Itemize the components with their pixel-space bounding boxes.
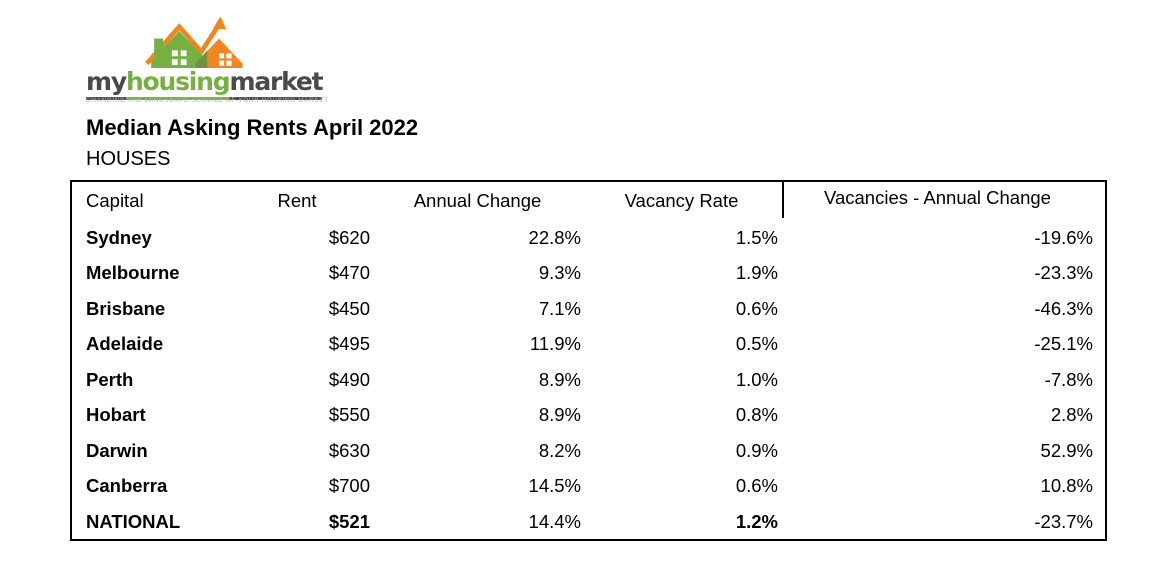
brand-tagline: CHANGING THE LANDSCAPE SERVICE OF YOUR H…: [86, 97, 329, 104]
brand-word-housing: housing: [125, 67, 231, 100]
cell-rent: $490: [328, 368, 370, 390]
brand-wordmark: myhousingmarket: [86, 67, 324, 100]
cell-vacancy-rate: 0.6%: [735, 475, 778, 497]
cell-vacancies-annual-change: -23.7%: [1034, 510, 1093, 532]
cell-vacancies-annual-change: -25.1%: [1034, 333, 1093, 355]
table-row-brisbane: Brisbane $450 7.1% 0.6% -46.3%: [72, 291, 1105, 327]
cell-capital: Melbourne: [86, 262, 180, 284]
cell-vacancy-rate: 1.5%: [735, 226, 778, 248]
cell-annual-change: 8.9%: [538, 368, 581, 390]
column-header-annual-change: Annual Change: [413, 190, 542, 211]
cell-rent: $620: [328, 226, 370, 248]
cell-vacancies-annual-change: -19.6%: [1034, 226, 1093, 248]
cell-rent: $470: [328, 262, 370, 284]
table-row-darwin: Darwin $630 8.2% 0.9% 52.9%: [72, 433, 1105, 469]
brand-word-my: my: [86, 67, 127, 100]
cell-annual-change: 7.1%: [538, 297, 581, 319]
cell-vacancies-annual-change: 10.8%: [1040, 475, 1093, 497]
cell-capital: NATIONAL: [86, 510, 181, 532]
cell-capital: Canberra: [86, 475, 168, 497]
housing-market-houses-icon: [145, 16, 243, 68]
cell-rent: $521: [328, 510, 370, 532]
cell-vacancy-rate: 1.2%: [735, 510, 778, 532]
cell-annual-change: 14.5%: [528, 475, 581, 497]
cell-rent: $700: [328, 475, 370, 497]
table-row-national: NATIONAL $521 14.4% 1.2% -23.7%: [72, 504, 1105, 540]
cell-capital: Hobart: [86, 404, 146, 426]
cell-vacancies-annual-change: -23.3%: [1034, 262, 1093, 284]
column-header-vacancy-rate: Vacancy Rate: [624, 190, 739, 211]
cell-vacancy-rate: 0.6%: [735, 297, 778, 319]
cell-capital: Adelaide: [86, 333, 164, 355]
cell-vacancies-annual-change: -7.8%: [1044, 368, 1093, 390]
cell-vacancy-rate: 0.9%: [735, 439, 778, 461]
table-row-melbourne: Melbourne $470 9.3% 1.9% -23.3%: [72, 256, 1105, 292]
column-header-vacancies-annual-change: Vacancies - Annual Change: [824, 187, 1051, 208]
page-title: Median Asking Rents April 2022: [86, 115, 419, 140]
cell-rent: $550: [328, 404, 370, 426]
table-row-adelaide: Adelaide $495 11.9% 0.5% -25.1%: [72, 327, 1105, 363]
median-rents-table: Capital Rent Annual Change Vacancy Rate …: [70, 180, 1107, 541]
table-row-sydney: Sydney $620 22.8% 1.5% -19.6%: [72, 220, 1105, 256]
cell-annual-change: 14.4%: [528, 510, 581, 532]
column-header-capital: Capital: [86, 190, 144, 211]
cell-vacancy-rate: 1.9%: [735, 262, 778, 284]
cell-annual-change: 9.3%: [538, 262, 581, 284]
cell-vacancies-annual-change: -46.3%: [1034, 297, 1093, 319]
cell-vacancy-rate: 0.8%: [735, 404, 778, 426]
cell-vacancy-rate: 0.5%: [735, 333, 778, 355]
table-header-row: Capital Rent Annual Change Vacancy Rate …: [72, 182, 1105, 220]
cell-vacancy-rate: 1.0%: [735, 368, 778, 390]
cell-annual-change: 22.8%: [528, 226, 581, 248]
cell-annual-change: 8.2%: [538, 439, 581, 461]
cell-annual-change: 8.9%: [538, 404, 581, 426]
cell-annual-change: 11.9%: [529, 333, 581, 355]
cell-capital: Brisbane: [86, 297, 166, 319]
cell-vacancies-annual-change: 2.8%: [1050, 404, 1093, 426]
cell-vacancies-annual-change: 52.9%: [1040, 439, 1093, 461]
header-column-divider: [782, 182, 784, 218]
table-row-canberra: Canberra $700 14.5% 0.6% 10.8%: [72, 469, 1105, 505]
cell-rent: $450: [328, 297, 370, 319]
cell-capital: Sydney: [86, 226, 152, 248]
table-row-hobart: Hobart $550 8.9% 0.8% 2.8%: [72, 398, 1105, 434]
table-row-perth: Perth $490 8.9% 1.0% -7.8%: [72, 362, 1105, 398]
page-subtitle: HOUSES: [86, 148, 171, 170]
cell-rent: $630: [328, 439, 370, 461]
brand-logo: myhousingmarket CHANGING THE LANDSCAPE S…: [86, 12, 329, 104]
brand-word-market: market: [229, 67, 324, 100]
cell-rent: $495: [328, 333, 370, 355]
cell-capital: Darwin: [86, 439, 148, 461]
column-header-rent: Rent: [277, 190, 317, 211]
cell-capital: Perth: [86, 368, 134, 390]
